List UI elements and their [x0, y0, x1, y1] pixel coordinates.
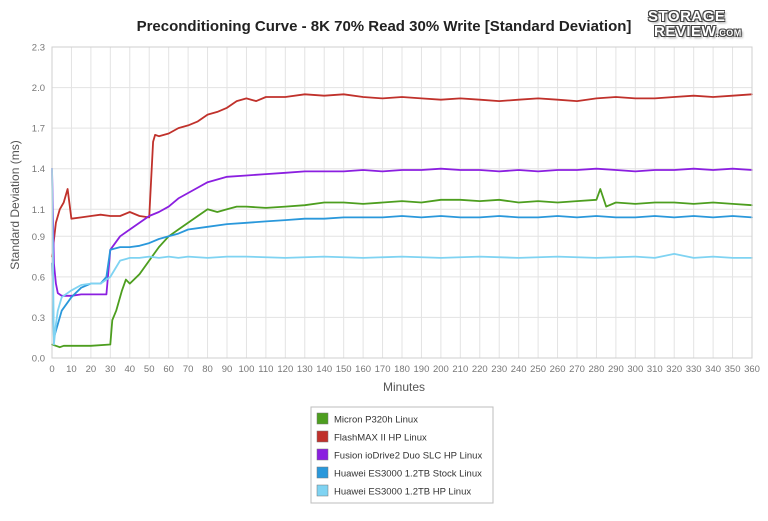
legend: Micron P320h Linux FlashMAX II HP Linux Fu…	[310, 406, 494, 504]
y-tick-label: 1.4	[32, 164, 45, 175]
x-tick-label: 20	[86, 364, 97, 375]
y-axis-label: Standard Deviation (ms)	[8, 140, 22, 269]
x-tick-label: 170	[375, 364, 391, 375]
y-tick-label: 0.0	[32, 354, 45, 365]
legend-swatch	[316, 430, 329, 443]
legend-swatch	[316, 484, 329, 497]
x-tick-label: 100	[239, 364, 255, 375]
x-tick-label: 190	[414, 364, 430, 375]
series-line-1	[51, 188, 753, 349]
x-tick-label: 50	[144, 364, 155, 375]
x-tick-label: 160	[355, 364, 371, 375]
x-tick-label: 180	[394, 364, 410, 375]
legend-label: Huawei ES3000 1.2TB HP Linux	[334, 487, 471, 498]
legend-label: FlashMAX II HP Linux	[334, 433, 427, 444]
x-tick-label: 250	[530, 364, 546, 375]
x-tick-label: 350	[725, 364, 741, 375]
x-tick-label: 0	[49, 364, 54, 375]
x-tick-label: 70	[183, 364, 194, 375]
x-tick-label: 320	[666, 364, 682, 375]
x-tick-label: 130	[297, 364, 313, 375]
y-tick-label: 1.1	[32, 205, 45, 216]
logo-line-1: STORAGE	[648, 8, 726, 25]
y-tick-label: 2.0	[32, 83, 45, 94]
x-tick-label: 60	[163, 364, 174, 375]
legend-swatch	[316, 466, 329, 479]
x-tick-label: 240	[511, 364, 527, 375]
logo-word-2: REVIEW	[654, 23, 717, 40]
x-tick-label: 150	[336, 364, 352, 375]
x-tick-label: 120	[277, 364, 293, 375]
legend-swatch	[316, 448, 329, 461]
series-layer	[51, 93, 753, 349]
x-tick-label: 310	[647, 364, 663, 375]
y-tick-label: 0.3	[32, 313, 45, 324]
x-tick-label: 360	[744, 364, 760, 375]
legend-label: Micron P320h Linux	[334, 415, 418, 426]
x-tick-label: 270	[569, 364, 585, 375]
x-tick-label: 220	[472, 364, 488, 375]
x-tick-label: 330	[686, 364, 702, 375]
series-line-3	[51, 167, 753, 297]
x-tick-label: 110	[258, 364, 273, 375]
x-tick-label: 90	[222, 364, 233, 375]
x-tick-label: 80	[202, 364, 213, 375]
x-tick-label: 260	[550, 364, 566, 375]
x-axis-label: Minutes	[383, 380, 425, 394]
x-tick-label: 230	[491, 364, 507, 375]
logo-line-2: REVIEW.COM	[654, 23, 742, 40]
x-tick-label: 40	[124, 364, 135, 375]
legend-box	[310, 406, 494, 504]
y-tick-label: 0.6	[32, 272, 45, 283]
chart-title: Preconditioning Curve - 8K 70% Read 30% …	[137, 18, 632, 35]
x-tick-label: 200	[433, 364, 449, 375]
series-line-5	[51, 167, 753, 346]
logo-suffix: .COM	[716, 28, 742, 38]
x-tick-label: 10	[66, 364, 77, 375]
x-tick-label: 280	[589, 364, 605, 375]
x-tick-label: 340	[705, 364, 721, 375]
y-tick-label: 2.3	[32, 43, 45, 54]
x-tick-label: 290	[608, 364, 624, 375]
x-tick-label: 140	[316, 364, 332, 375]
series-line-2	[51, 93, 753, 258]
storagereview-logo: STORAGE REVIEW.COM	[640, 8, 750, 42]
axes: 0.0 0.3 0.6 0.9 1.1 1.4 1.7 2.0 2.3 0 10 20 30 40 50 60…	[32, 43, 760, 376]
legend-label: Huawei ES3000 1.2TB Stock Linux	[334, 469, 482, 480]
legend-swatch	[316, 412, 329, 425]
plot-border	[51, 46, 753, 359]
x-tick-label: 30	[105, 364, 116, 375]
y-tick-label: 1.7	[32, 124, 45, 135]
x-tick-label: 300	[627, 364, 643, 375]
x-tick-label: 210	[452, 364, 468, 375]
y-tick-label: 0.9	[32, 232, 45, 243]
legend-label: Fusion ioDrive2 Duo SLC HP Linux	[334, 451, 482, 462]
